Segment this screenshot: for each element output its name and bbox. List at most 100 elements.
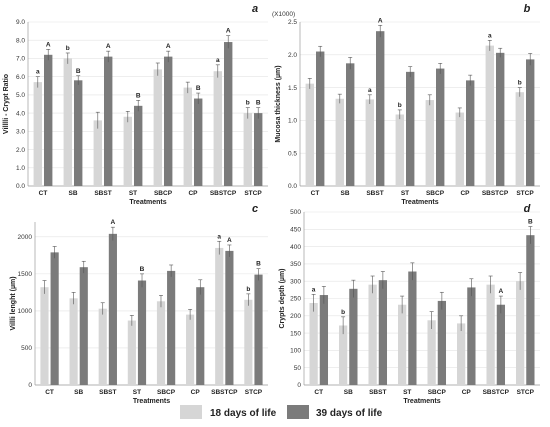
category-label: SBST [94,190,111,197]
bar-18-days [515,92,524,186]
y-tick-label: 9.0 [16,19,25,26]
bar-18-days [395,114,404,186]
category-label: CP [188,190,198,197]
category-label: CT [314,389,323,396]
bar-39-days [436,68,445,186]
legend-swatch-18-days [180,405,202,419]
bar-18-days [93,120,102,186]
y-tick-label: 2.0 [288,52,297,59]
significance-label: A [166,43,171,50]
legend-label-18-days: 18 days of life [210,408,277,419]
bar-39-days [346,63,355,186]
bar-39-days [194,98,203,186]
y-tick-label: 200 [290,313,301,320]
y-axis-label: Villli lenght (µm) [10,276,17,330]
bar-39-days [74,80,83,186]
category-label: SBCP [428,389,447,396]
bar-18-days [244,299,253,385]
significance-label: A [499,288,504,295]
significance-label: A [226,28,231,35]
significance-label: A [106,43,111,50]
significance-label: a [368,87,372,94]
category-label: CT [45,389,54,396]
y-tick-label: 0 [297,382,301,389]
significance-label: a [216,57,220,64]
y-scale-note: (X1000) [272,11,295,18]
category-label: SBST [99,389,116,396]
chart-panel-d: 0 50 100 150 200 250 300 350 400 450 500 Crypts dep… [279,203,540,405]
y-tick-label: 400 [290,244,301,251]
bar-39-days [466,80,475,186]
significance-label: B [256,261,261,268]
bar-39-days [526,59,535,186]
y-tick-label: 0.5 [288,150,297,157]
bar-18-days [186,314,195,385]
chart-panel-b: 0.0 0.5 1.0 1.5 2.0 2.5 Mucosa thickness (µm) (… [272,3,540,206]
y-tick-label: 1000 [18,308,33,315]
y-tick-label: 300 [290,278,301,285]
y-tick-label: 500 [21,345,32,352]
x-axis-label: Treatments [129,199,166,206]
y-tick-label: 4.0 [16,110,25,117]
chart-panels: 0.0 1.0 2.0 3.0 4.0 5.0 6.0 7.0 8.0 9.0 Villlli - … [3,3,540,405]
category-label: ST [129,190,137,197]
y-tick-label: 7.0 [16,56,25,63]
bar-18-days [40,287,49,385]
category-label: SBST [369,389,386,396]
x-axis-label: Treatments [401,199,438,206]
y-tick-label: 2.5 [288,19,297,26]
bar-39-days [164,56,173,186]
category-label: ST [133,389,141,396]
bar-18-days [425,100,434,186]
y-tick-label: 100 [290,348,301,355]
bar-18-days [98,308,107,385]
bar-18-days [455,112,464,186]
bar-39-days [496,304,506,385]
y-axis-label: Mucosa thickness (µm) [275,65,282,142]
category-label: SBSTCP [210,190,237,197]
significance-label: a [217,233,221,240]
category-label: SBSTCP [482,190,509,197]
category-label: SB [68,190,77,197]
bar-18-days [69,298,78,385]
bar-18-days [33,82,42,186]
bar-18-days [368,284,377,385]
significance-label: B [140,266,145,273]
category-label: STCP [245,389,263,396]
bar-18-days [365,99,374,186]
y-tick-label: 0.0 [16,183,25,190]
bar-18-days [63,58,72,186]
bar-18-days [515,281,525,385]
bar-18-days [338,325,348,385]
y-axis-label: Villlli - Crypt Ratio [3,74,10,134]
category-label: SBSTCP [211,389,238,396]
category-label: SB [340,190,349,197]
category-label: ST [403,389,411,396]
category-label: SBCP [426,190,445,197]
bar-18-days [456,323,466,385]
legend: 18 days of life 39 days of life [180,405,383,419]
bar-39-days [50,252,59,385]
y-tick-label: 1500 [18,271,33,278]
panel-letter: b [524,3,531,15]
y-tick-label: 1.5 [288,85,297,92]
bar-39-days [224,42,233,186]
bar-39-days [467,287,476,385]
significance-label: A [111,219,116,226]
y-tick-label: 500 [290,209,301,216]
y-tick-label: 2.0 [16,147,25,154]
bar-18-days [309,302,318,385]
bar-18-days [305,83,314,186]
bar-39-days [378,280,388,385]
category-label: CP [460,190,470,197]
category-label: STCP [516,190,534,197]
y-tick-label: 150 [290,330,301,337]
category-label: CP [191,389,201,396]
bar-39-days [134,105,143,186]
significance-label: b [246,286,250,293]
panel-letter: d [524,203,531,215]
bar-18-days [427,320,436,385]
legend-swatch-39-days [287,405,309,419]
panel-letter: c [252,203,258,215]
y-tick-label: 0.0 [288,183,297,190]
